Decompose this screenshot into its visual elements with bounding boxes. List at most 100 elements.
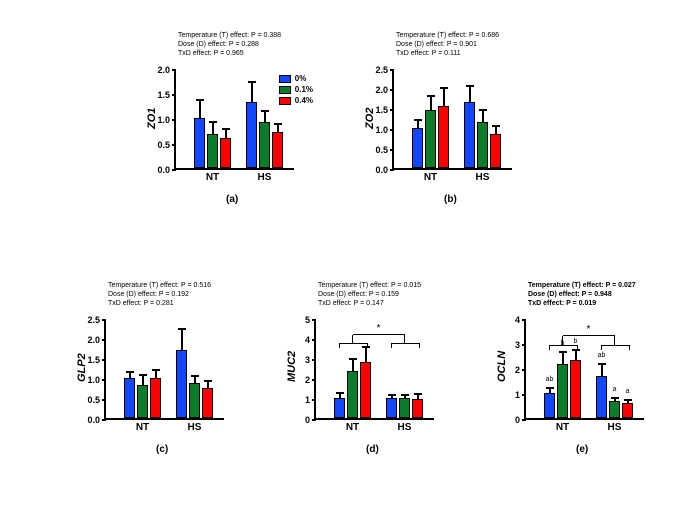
x-tick-label: HS <box>258 168 272 183</box>
y-tick-label: 2.0 <box>157 65 176 75</box>
error-bar <box>264 110 266 124</box>
plot-area: 01234NTabbbHSabaa* <box>524 320 644 420</box>
error-bar <box>199 99 201 119</box>
y-tick-label: 1.0 <box>157 115 176 125</box>
panel-label: (b) <box>444 194 457 205</box>
error-bar <box>352 358 354 372</box>
error-bar <box>627 399 629 404</box>
stats-text: Temperature (T) effect: P = 0.686Dose (D… <box>396 32 499 58</box>
x-tick-label: HS <box>608 418 622 433</box>
y-axis-label: ZO2 <box>364 108 376 129</box>
error-bar <box>251 81 253 104</box>
bar <box>202 388 213 418</box>
bar <box>570 360 581 418</box>
sig-letter: a <box>626 388 630 395</box>
y-tick-label: 4 <box>515 315 526 325</box>
panel-label: (e) <box>576 444 588 455</box>
y-tick-label: 0.5 <box>157 140 176 150</box>
error-bar <box>339 392 341 399</box>
bar <box>490 134 501 168</box>
y-axis-label: OCLN <box>496 351 508 382</box>
y-tick-label: 2 <box>305 375 316 385</box>
stats-text: Temperature (T) effect: P = 0.027Dose (D… <box>528 282 636 308</box>
y-tick-label: 0.0 <box>375 165 394 175</box>
sig-star: * <box>377 323 381 334</box>
x-tick-label: HS <box>476 168 490 183</box>
y-tick-label: 1.5 <box>87 355 106 365</box>
legend-swatch <box>279 97 291 105</box>
x-tick-label: NT <box>206 168 219 183</box>
bar <box>194 118 205 168</box>
legend-label: 0.1% <box>295 85 313 94</box>
bar <box>334 398 345 418</box>
bar <box>386 398 397 418</box>
panel-label: (c) <box>156 444 168 455</box>
panel-c: Temperature (T) effect: P = 0.516Dose (D… <box>70 280 235 460</box>
y-axis-label: GLP2 <box>76 353 88 382</box>
bar <box>207 134 218 168</box>
y-axis-label: ZO1 <box>146 108 158 129</box>
bar <box>360 362 371 418</box>
error-bar <box>129 371 131 379</box>
bar <box>544 393 555 418</box>
error-bar <box>482 109 484 123</box>
sig-letter: ab <box>546 376 554 383</box>
bar <box>189 383 200 418</box>
error-bar <box>212 121 214 135</box>
error-bar <box>277 123 279 133</box>
error-bar <box>417 393 419 400</box>
y-tick-label: 2 <box>515 365 526 375</box>
x-tick-label: NT <box>346 418 359 433</box>
plot-area: 0.00.51.01.52.02.5NTHS <box>392 70 512 170</box>
bar <box>609 401 620 419</box>
y-tick-label: 1.5 <box>157 90 176 100</box>
x-tick-label: HS <box>398 418 412 433</box>
error-bar <box>404 394 406 399</box>
y-axis-label: MUC2 <box>286 351 298 382</box>
sig-bracket <box>353 334 405 335</box>
error-bar <box>430 95 432 111</box>
y-tick-label: 2.0 <box>375 85 394 95</box>
panel-d: Temperature (T) effect: P = 0.015Dose (D… <box>280 280 445 460</box>
stats-text: Temperature (T) effect: P = 0.388Dose (D… <box>178 32 281 58</box>
y-tick-label: 1.0 <box>87 375 106 385</box>
error-bar <box>225 128 227 139</box>
error-bar <box>142 374 144 386</box>
bar <box>412 128 423 168</box>
y-tick-label: 3 <box>515 340 526 350</box>
error-bar <box>575 349 577 362</box>
y-tick-label: 0 <box>305 415 316 425</box>
x-tick-label: NT <box>136 418 149 433</box>
y-tick-label: 1 <box>305 395 316 405</box>
x-tick-label: NT <box>424 168 437 183</box>
figure-grid: Temperature (T) effect: P = 0.388Dose (D… <box>0 0 692 505</box>
y-tick-label: 1.5 <box>375 105 394 115</box>
bar <box>596 376 607 418</box>
error-bar <box>181 328 183 351</box>
y-tick-label: 0.0 <box>87 415 106 425</box>
error-bar <box>549 387 551 394</box>
x-tick-label: HS <box>188 418 202 433</box>
bar <box>399 398 410 418</box>
y-tick-label: 3 <box>305 355 316 365</box>
panel-label: (d) <box>366 444 379 455</box>
bar <box>557 364 568 419</box>
bar <box>272 132 283 168</box>
error-bar <box>614 397 616 402</box>
y-tick-label: 2.5 <box>87 315 106 325</box>
bar <box>220 138 231 168</box>
error-bar <box>562 351 564 365</box>
error-bar <box>365 346 367 363</box>
bar <box>176 350 187 418</box>
error-bar <box>601 363 603 377</box>
y-tick-label: 0.0 <box>157 165 176 175</box>
bar <box>150 378 161 418</box>
error-bar <box>495 125 497 135</box>
sig-star: * <box>587 324 591 335</box>
panel-e: Temperature (T) effect: P = 0.027Dose (D… <box>490 280 655 460</box>
y-tick-label: 5 <box>305 315 316 325</box>
panel-label: (a) <box>226 194 238 205</box>
bar <box>259 122 270 168</box>
sig-letter: a <box>613 386 617 393</box>
y-tick-label: 0.5 <box>375 145 394 155</box>
